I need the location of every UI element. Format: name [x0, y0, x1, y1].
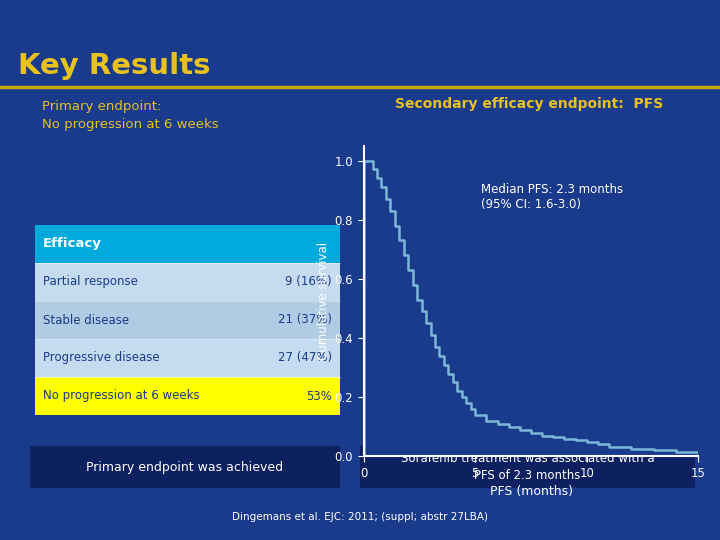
X-axis label: PFS (months): PFS (months) — [490, 485, 572, 498]
Text: Efficacy: Efficacy — [43, 238, 102, 251]
Text: Key Results: Key Results — [18, 52, 210, 80]
Text: Dingemans et al. EJC: 2011; (suppl; abstr 27LBA): Dingemans et al. EJC: 2011; (suppl; abst… — [232, 512, 488, 522]
Text: 53%: 53% — [306, 389, 332, 402]
Polygon shape — [35, 377, 340, 415]
Text: No progression at 6 weeks: No progression at 6 weeks — [43, 389, 199, 402]
Polygon shape — [35, 263, 340, 301]
Y-axis label: Cumulative survival: Cumulative survival — [318, 242, 330, 360]
Text: Secondary efficacy endpoint:  PFS: Secondary efficacy endpoint: PFS — [395, 97, 663, 111]
Text: Stable disease: Stable disease — [43, 314, 129, 327]
Text: 21 (37%): 21 (37%) — [278, 314, 332, 327]
Text: Sorafenib treatment was associated with a
PFS of 2.3 months: Sorafenib treatment was associated with … — [401, 452, 654, 482]
Text: 27 (47%): 27 (47%) — [278, 352, 332, 365]
Text: Primary endpoint:
No progression at 6 weeks: Primary endpoint: No progression at 6 we… — [42, 100, 219, 131]
Text: Median PFS: 2.3 months
(95% CI: 1.6-3.0): Median PFS: 2.3 months (95% CI: 1.6-3.0) — [481, 183, 623, 211]
Polygon shape — [35, 301, 340, 339]
Polygon shape — [360, 446, 695, 488]
Text: Partial response: Partial response — [43, 275, 138, 288]
Text: Primary endpoint was achieved: Primary endpoint was achieved — [86, 461, 284, 474]
Polygon shape — [35, 225, 340, 263]
Polygon shape — [35, 339, 340, 377]
Polygon shape — [30, 446, 340, 488]
Text: Progressive disease: Progressive disease — [43, 352, 160, 365]
Text: 9 (16%): 9 (16%) — [285, 275, 332, 288]
